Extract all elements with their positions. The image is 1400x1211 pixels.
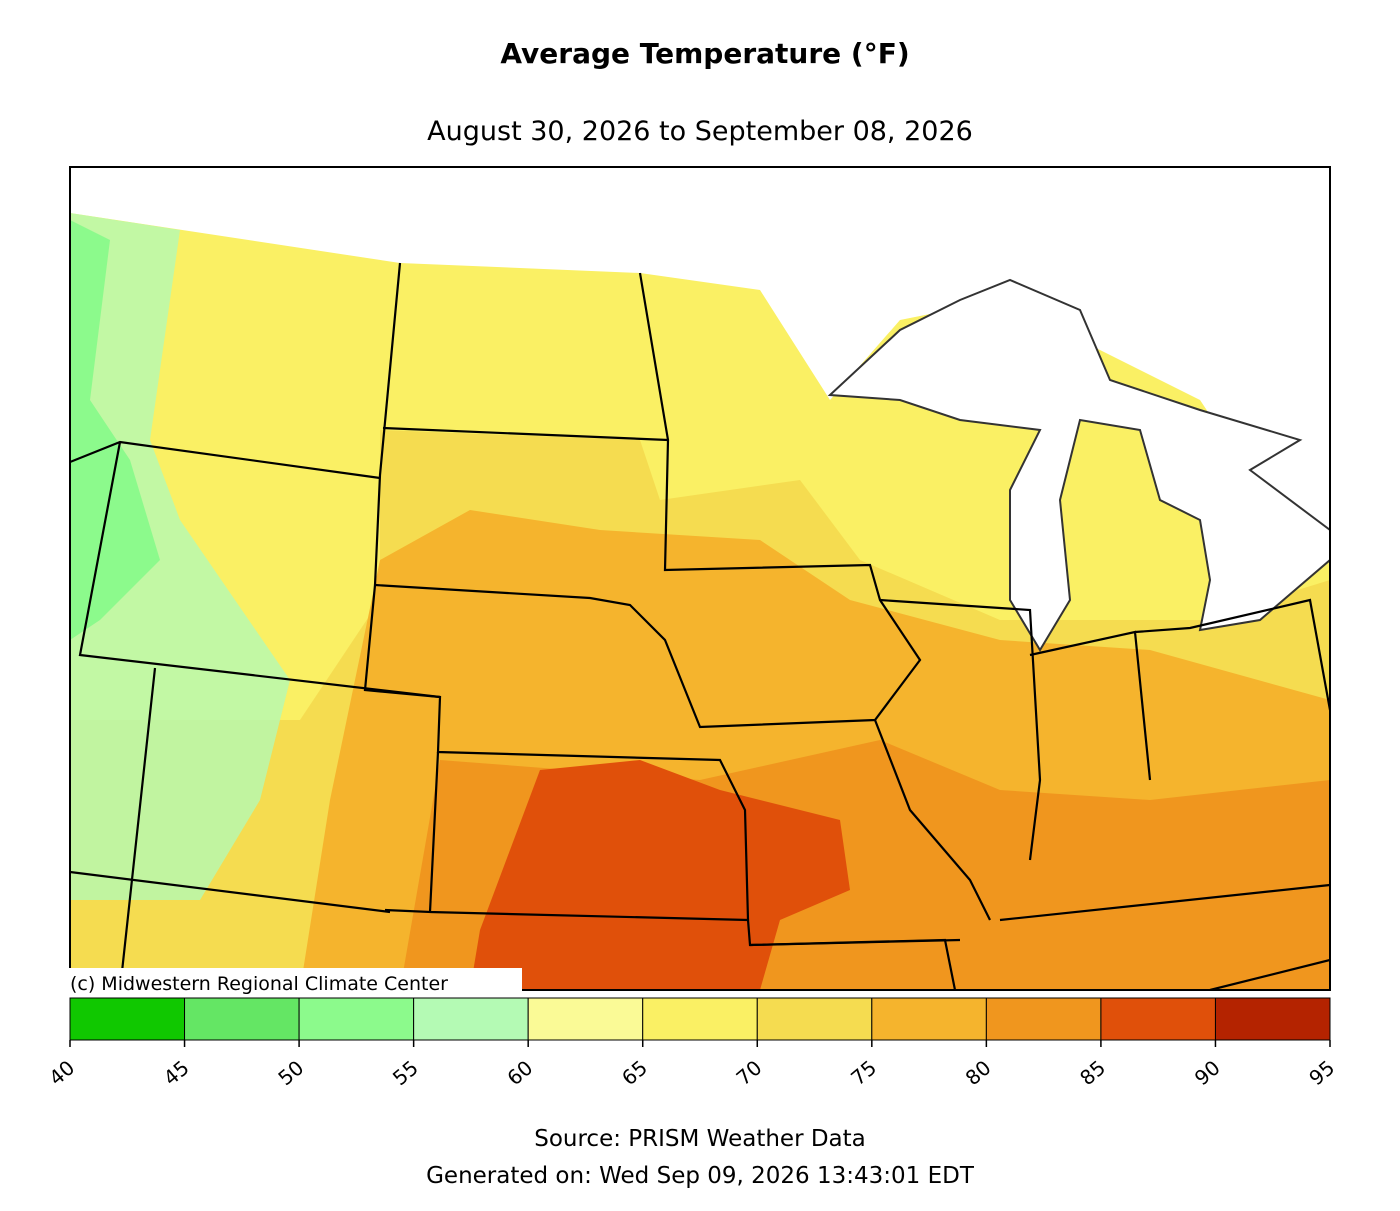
colorbar-tick-label: 75 bbox=[846, 1055, 881, 1090]
map: (c) Midwestern Regional Climate Center bbox=[66, 166, 1331, 996]
colorbar: 40 45 50 55 60 65 70 75 80 85 90 95 bbox=[44, 997, 1339, 1090]
colorbar-segment bbox=[69, 997, 186, 1041]
colorbar-tick-label: 40 bbox=[44, 1055, 79, 1090]
cool-zone bbox=[70, 213, 290, 900]
outside-area bbox=[70, 167, 1330, 560]
colorbar-tick-label: 85 bbox=[1075, 1055, 1110, 1090]
cold-zone bbox=[70, 220, 160, 640]
colorbar-tick-label: 95 bbox=[1304, 1055, 1339, 1090]
colorbar-tick-label: 90 bbox=[1190, 1055, 1225, 1090]
colorbar-segment bbox=[184, 997, 300, 1041]
great-lakes bbox=[827, 278, 1330, 652]
hottest-zone bbox=[470, 760, 850, 990]
colorbar-tick-label: 65 bbox=[617, 1055, 652, 1090]
colorbar-segment bbox=[1100, 997, 1216, 1041]
credit: (c) Midwestern Regional Climate Center bbox=[70, 973, 448, 995]
source: Source: PRISM Weather Data bbox=[534, 1126, 866, 1152]
colorbar-tick-label: 70 bbox=[732, 1055, 767, 1090]
colorbar-segment bbox=[413, 997, 529, 1041]
colorbar-tick-label: 55 bbox=[388, 1055, 423, 1090]
colorbar-tick-label: 50 bbox=[273, 1055, 308, 1090]
colorbar-segment bbox=[871, 997, 987, 1041]
subtitle: August 30, 2026 to September 08, 2026 bbox=[427, 116, 973, 147]
title: Average Temperature (°F) bbox=[500, 37, 909, 70]
colorbar-tick-label: 45 bbox=[159, 1055, 194, 1090]
map-frame bbox=[69, 166, 1331, 991]
colorbar-segment bbox=[642, 997, 758, 1041]
colorbar-segment bbox=[756, 997, 873, 1041]
colorbar-tick-label: 80 bbox=[961, 1055, 996, 1090]
colorbar-tick-label: 60 bbox=[502, 1055, 537, 1090]
credit-box bbox=[66, 968, 522, 996]
colorbar-segment bbox=[985, 997, 1102, 1041]
colorbar-segment bbox=[1214, 997, 1331, 1041]
generated: Generated on: Wed Sep 09, 2026 13:43:01 … bbox=[426, 1163, 975, 1189]
colorbar-segment bbox=[527, 997, 644, 1041]
colorbar-segment bbox=[298, 997, 415, 1041]
